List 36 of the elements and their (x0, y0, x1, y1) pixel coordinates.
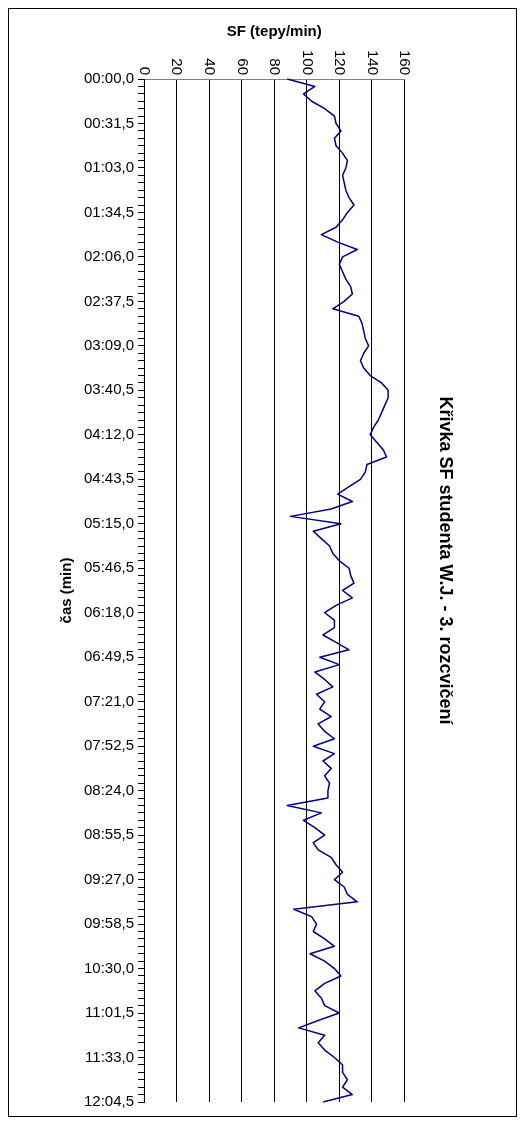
y-tick-label: 05:46,5 (84, 558, 135, 576)
x-tick-label: 40 (201, 58, 219, 75)
text: Křivka SF studenta W.J. - 3. rozcvičení (436, 396, 457, 726)
y-tick-label: 08:55,5 (84, 825, 135, 843)
y-tick-label: 02:06,0 (84, 247, 135, 265)
y-tick-label: 04:43,5 (84, 469, 135, 487)
y-tick-label: 04:12,0 (84, 424, 135, 442)
x-tick-label: 120 (332, 49, 350, 75)
y-tick-label: 11:01,5 (85, 1003, 135, 1021)
y-tick-label: 05:15,0 (84, 513, 135, 531)
y-tick-label: 08:24,0 (84, 780, 135, 798)
y-axis-title: čas (min) (57, 557, 75, 624)
x-tick-label: 20 (169, 58, 187, 75)
y-tick-label: 09:58,5 (84, 914, 135, 932)
y-tick-label: 03:40,5 (84, 380, 135, 398)
y-tick-label: 09:27,0 (84, 869, 135, 887)
y-tick-label: 12:04,5 (84, 1092, 135, 1110)
y-tick-label: 10:30,0 (84, 958, 135, 976)
x-tick-label: 60 (234, 58, 252, 75)
y-tick-label: 06:18,0 (84, 602, 135, 620)
y-tick-label: 00:31,5 (84, 113, 135, 131)
y-tick-label: 01:03,0 (84, 158, 135, 176)
y-tick-label: 07:52,5 (84, 736, 135, 754)
y-tick-label: 11:33,0 (85, 1047, 135, 1065)
y-tick-label: 06:49,5 (84, 647, 135, 665)
x-tick-label: 160 (397, 49, 415, 75)
x-tick-label: 0 (136, 66, 154, 75)
x-tick-label: 80 (267, 58, 285, 75)
y-tick-label: 07:21,0 (84, 691, 135, 709)
y-tick-label: 02:37,5 (84, 291, 135, 309)
x-tick-label: 140 (364, 49, 382, 75)
y-tick-label: 00:00,0 (84, 69, 135, 87)
y-tick-label: 03:09,0 (84, 336, 135, 354)
x-axis-title: SF (tepy/min) (226, 22, 322, 40)
x-tick-label: 100 (299, 49, 317, 75)
y-tick-label: 01:34,5 (84, 202, 135, 220)
